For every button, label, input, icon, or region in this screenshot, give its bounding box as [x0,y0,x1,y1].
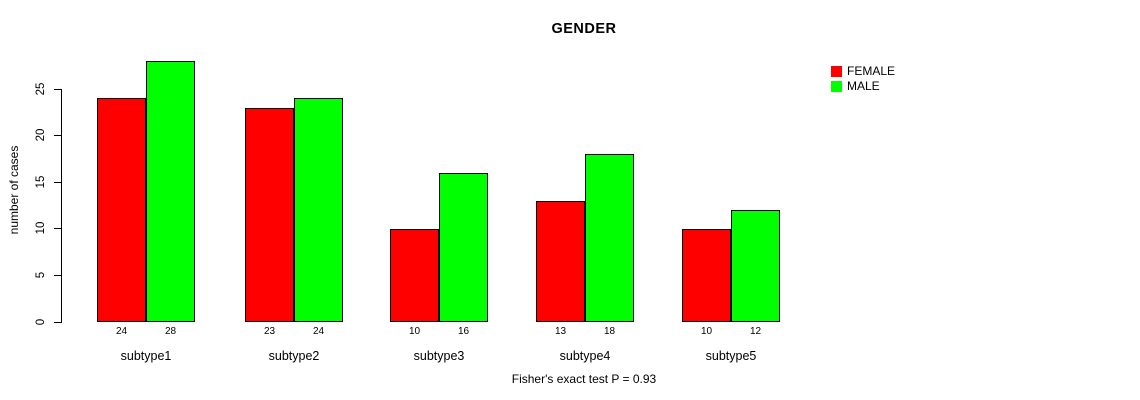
female-color-swatch [831,66,842,77]
legend-label-female: FEMALE [847,64,896,78]
y-tick-mark-0 [54,322,62,323]
legend-item-male: MALE [831,79,895,93]
bar-male-subtype5 [731,210,780,322]
category-label-subtype1: subtype1 [120,349,172,363]
category-label-subtype4: subtype4 [559,349,611,363]
bar-value-female-subtype4: 13 [554,326,567,337]
bar-male-subtype4 [585,154,634,322]
category-label-subtype2: subtype2 [268,349,320,363]
bar-female-subtype2 [245,108,294,322]
bar-value-male-subtype2: 24 [312,326,325,337]
legend-label-male: MALE [847,79,880,93]
bar-female-subtype3 [390,229,439,322]
y-tick-label-5: 5 [35,271,47,279]
bar-value-female-subtype3: 10 [408,326,421,337]
legend-item-female: FEMALE [831,64,896,78]
y-tick-label-0: 0 [35,318,47,326]
y-tick-mark-15 [54,182,62,183]
category-label-subtype3: subtype3 [413,349,465,363]
y-tick-mark-20 [54,135,62,136]
chart-title: GENDER [551,21,617,37]
y-tick-label-10: 10 [35,221,47,235]
bar-value-female-subtype1: 24 [115,326,128,337]
bar-male-subtype1 [146,61,195,322]
y-axis-label: number of cases [7,145,21,235]
bar-male-subtype3 [439,173,488,322]
bar-value-male-subtype4: 18 [603,326,616,337]
bar-female-subtype1 [97,98,146,322]
y-tick-mark-5 [54,275,62,276]
bar-female-subtype4 [536,201,585,322]
legend: FEMALE MALE [831,64,896,93]
bar-value-male-subtype5: 12 [749,326,762,337]
y-tick-label-15: 15 [35,175,47,189]
category-label-subtype5: subtype5 [705,349,757,363]
bar-value-female-subtype5: 10 [700,326,713,337]
y-tick-mark-25 [54,89,62,90]
bar-value-male-subtype3: 16 [457,326,470,337]
bar-female-subtype5 [682,229,731,322]
fisher-test-annotation: Fisher's exact test P = 0.93 [511,372,657,386]
male-color-swatch [831,81,842,92]
bar-value-female-subtype2: 23 [263,326,276,337]
y-tick-mark-10 [54,228,62,229]
y-tick-label-25: 25 [35,82,47,96]
y-axis-line [61,89,62,322]
bar-value-male-subtype1: 28 [164,326,177,337]
y-tick-label-20: 20 [35,128,47,142]
bar-male-subtype2 [294,98,343,322]
